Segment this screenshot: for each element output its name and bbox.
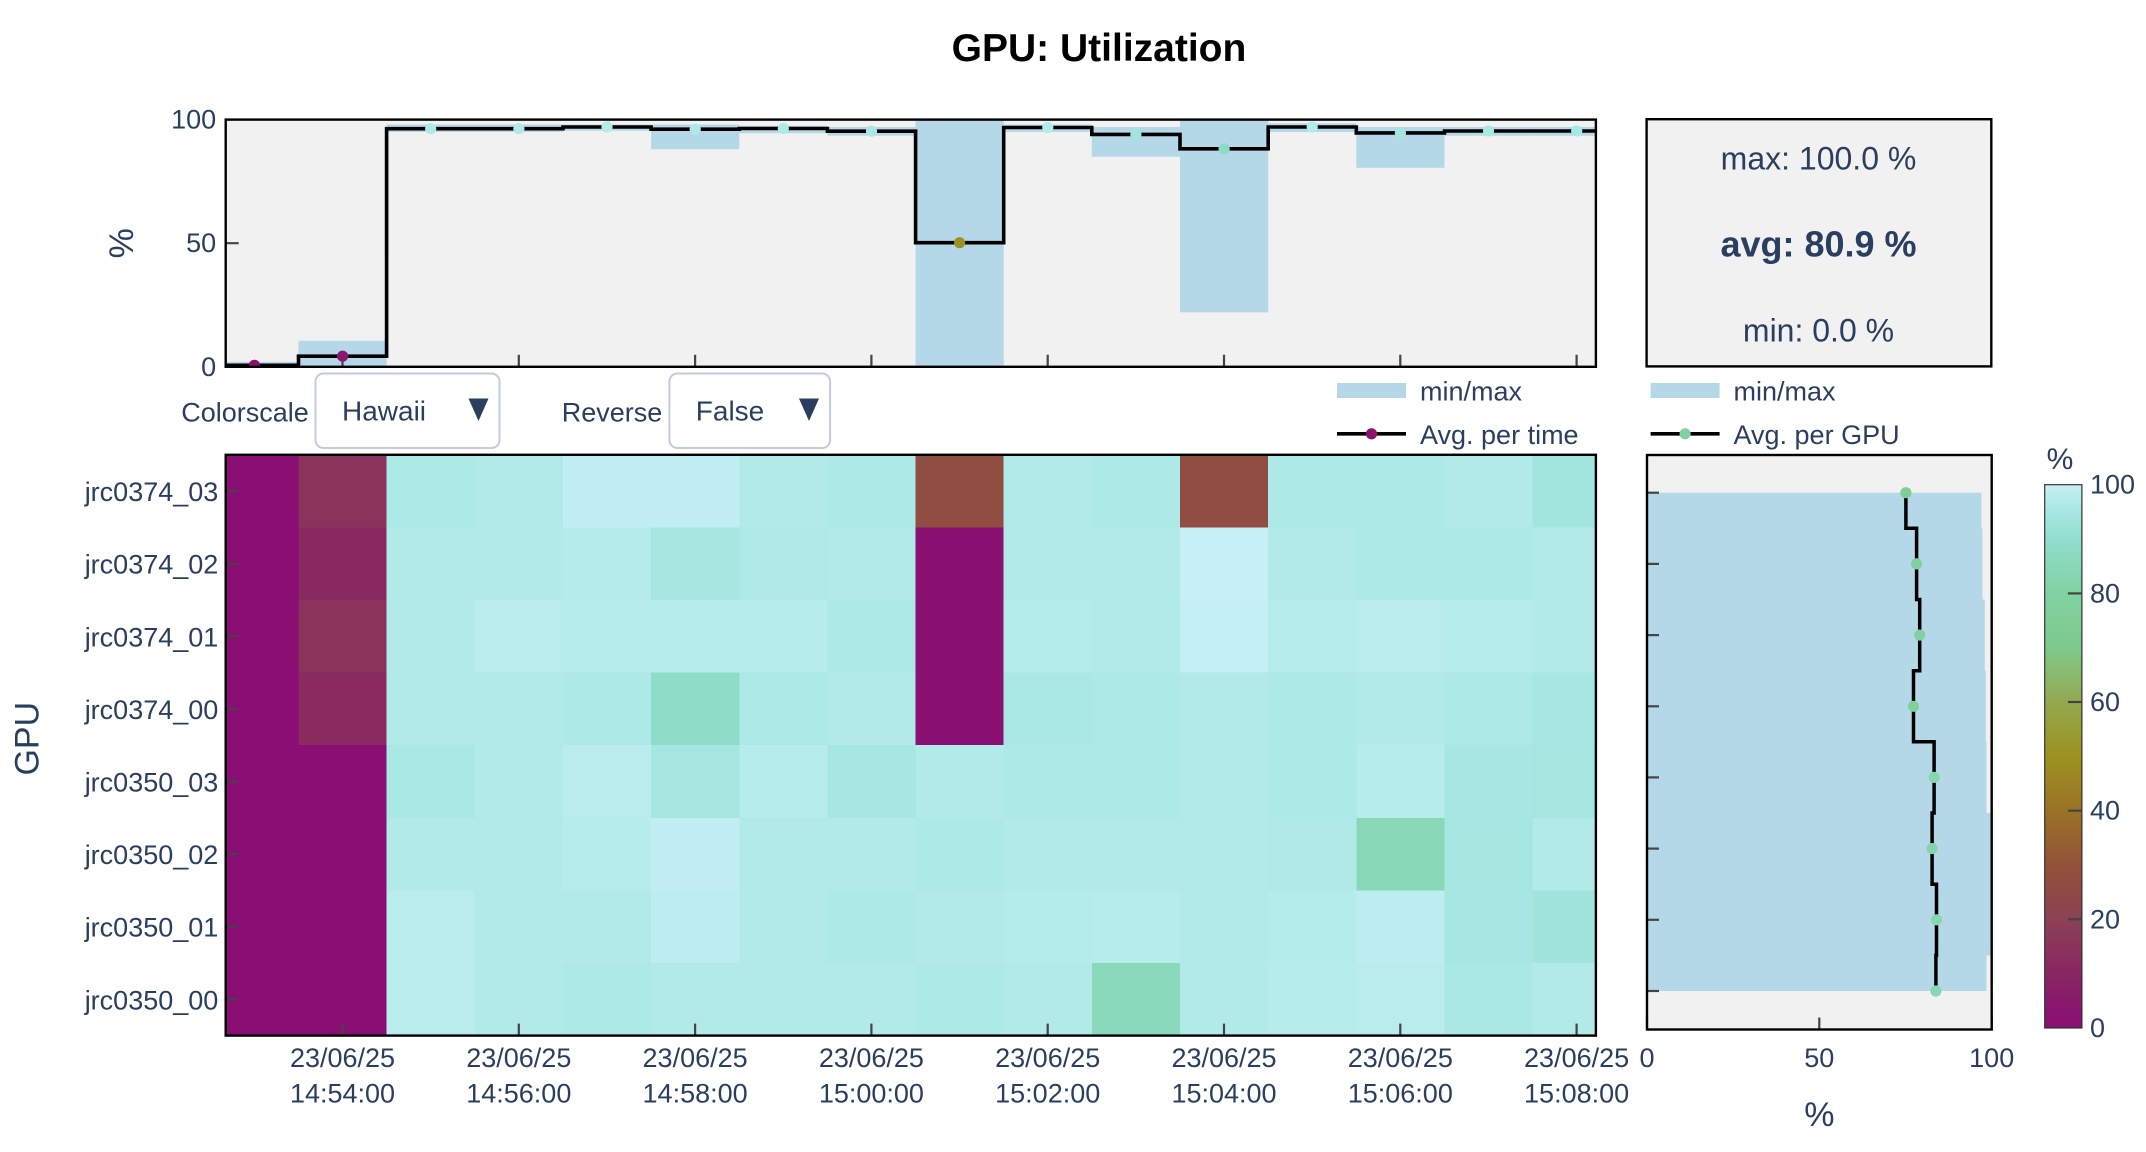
svg-text:23/06/25: 23/06/25 [995,1043,1100,1073]
svg-text:100: 100 [1969,1043,2014,1073]
svg-text:jrc0374_03: jrc0374_03 [84,477,219,507]
svg-text:15:04:00: 15:04:00 [1171,1079,1276,1109]
svg-text:Reverse: Reverse [562,398,663,428]
svg-text:max: 100.0 %: max: 100.0 % [1721,141,1917,177]
svg-text:Avg. per time: Avg. per time [1420,420,1579,450]
svg-text:60: 60 [2090,687,2120,717]
svg-text:15:06:00: 15:06:00 [1348,1079,1453,1109]
svg-text:14:56:00: 14:56:00 [466,1079,571,1109]
svg-text:23/06/25: 23/06/25 [466,1043,571,1073]
svg-text:GPU: Utilization: GPU: Utilization [952,27,1247,70]
svg-text:23/06/25: 23/06/25 [1171,1043,1276,1073]
svg-text:%: % [2047,443,2074,476]
svg-text:100: 100 [2090,470,2135,500]
svg-text:23/06/25: 23/06/25 [1524,1043,1629,1073]
svg-text:jrc0350_00: jrc0350_00 [84,985,219,1015]
svg-text:False: False [696,396,764,427]
svg-text:15:00:00: 15:00:00 [819,1079,924,1109]
svg-text:23/06/25: 23/06/25 [290,1043,395,1073]
svg-text:min/max: min/max [1734,377,1837,407]
svg-text:jrc0350_03: jrc0350_03 [84,768,219,798]
svg-text:Avg. per GPU: Avg. per GPU [1734,420,1900,450]
svg-text:jrc0350_01: jrc0350_01 [84,913,219,943]
svg-text:15:02:00: 15:02:00 [995,1079,1100,1109]
svg-text:jrc0374_01: jrc0374_01 [84,622,219,652]
svg-text:%: % [1804,1096,1834,1134]
svg-text:jrc0374_02: jrc0374_02 [84,550,219,580]
svg-text:GPU: GPU [9,702,47,776]
svg-text:0: 0 [2090,1013,2105,1043]
svg-text:14:58:00: 14:58:00 [643,1079,748,1109]
svg-text:15:08:00: 15:08:00 [1524,1079,1629,1109]
svg-text:jrc0374_00: jrc0374_00 [84,695,219,725]
svg-text:jrc0350_02: jrc0350_02 [84,840,219,870]
svg-text:Hawaii: Hawaii [342,396,426,427]
svg-text:20: 20 [2090,904,2120,934]
svg-text:Colorscale: Colorscale [181,398,309,428]
svg-text:min/max: min/max [1420,377,1523,407]
svg-text:50: 50 [186,228,216,258]
svg-text:avg: 80.9 %: avg: 80.9 % [1720,223,1916,264]
svg-text:23/06/25: 23/06/25 [643,1043,748,1073]
svg-text:80: 80 [2090,578,2120,608]
svg-text:14:54:00: 14:54:00 [290,1079,395,1109]
svg-text:100: 100 [171,105,216,135]
svg-text:40: 40 [2090,796,2120,826]
svg-text:0: 0 [1639,1043,1654,1073]
svg-text:min: 0.0 %: min: 0.0 % [1743,313,1894,349]
svg-text:23/06/25: 23/06/25 [1348,1043,1453,1073]
svg-text:23/06/25: 23/06/25 [819,1043,924,1073]
svg-text:50: 50 [1804,1043,1834,1073]
svg-text:0: 0 [201,352,216,382]
svg-text:%: % [103,228,141,258]
